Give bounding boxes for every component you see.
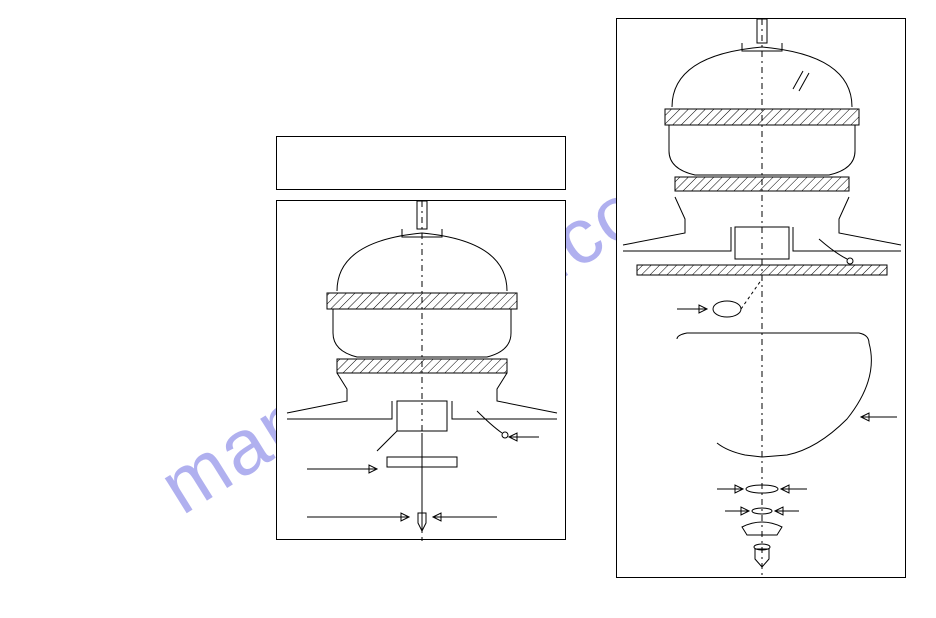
left-figure-drawing [277, 201, 567, 541]
right-figure-drawing [617, 19, 907, 579]
page-root: manualshve.com [0, 0, 936, 618]
right-figure-panel [616, 18, 906, 578]
left-figure-panel [276, 200, 566, 540]
title-bar-panel [276, 136, 566, 190]
